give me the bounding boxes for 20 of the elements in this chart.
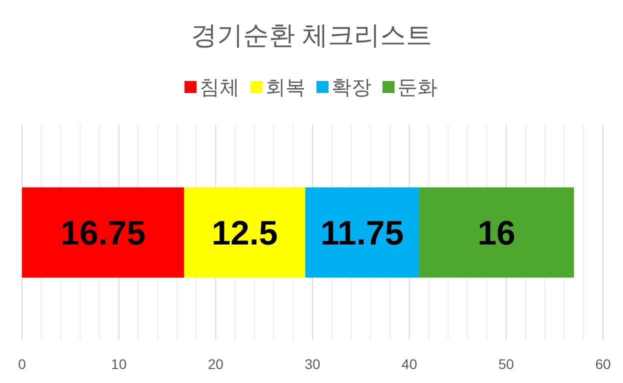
chart-title: 경기순환 체크리스트 — [190, 20, 432, 50]
x-tick-label: 0 — [18, 356, 26, 372]
legend-label: 침체 — [200, 77, 240, 99]
data-label: 12.5 — [212, 214, 278, 252]
legend-label: 둔화 — [398, 77, 438, 99]
bar — [22, 187, 184, 278]
legend-label: 회복 — [266, 77, 306, 99]
x-tick-label: 40 — [402, 356, 418, 372]
bar — [419, 187, 574, 278]
x-tick-label: 30 — [304, 356, 320, 372]
x-tick-label: 10 — [111, 356, 127, 372]
bar — [305, 187, 420, 278]
legend-label: 확장 — [332, 77, 372, 99]
x-tick-label: 20 — [208, 356, 224, 372]
x-tick-label: 50 — [498, 356, 514, 372]
bar — [184, 187, 306, 278]
data-label: 16 — [478, 214, 516, 252]
data-label: 11.75 — [320, 214, 404, 252]
x-tick-label: 60 — [595, 356, 611, 372]
data-label: 16.75 — [60, 214, 146, 252]
